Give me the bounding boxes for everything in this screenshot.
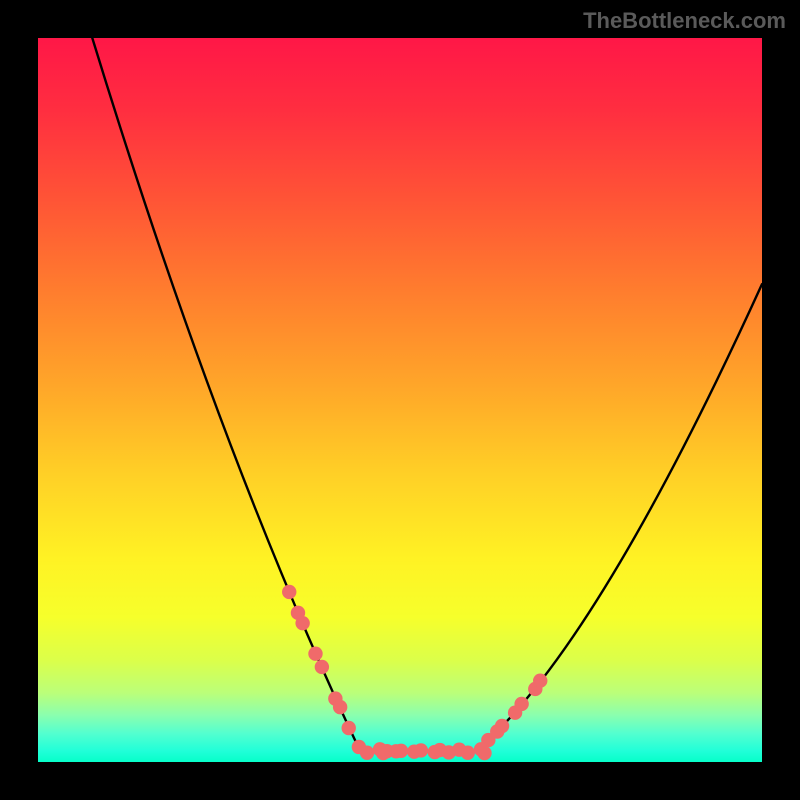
data-dot xyxy=(514,697,528,711)
data-dot xyxy=(282,585,296,599)
data-dot xyxy=(495,719,509,733)
gradient-background xyxy=(38,38,762,762)
watermark-text: TheBottleneck.com xyxy=(583,8,786,34)
data-dot xyxy=(461,746,475,760)
data-dot xyxy=(533,673,547,687)
data-dot xyxy=(295,616,309,630)
plot-area xyxy=(38,38,762,762)
data-dot xyxy=(342,721,356,735)
data-dot xyxy=(333,700,347,714)
data-dot xyxy=(315,660,329,674)
data-dot xyxy=(477,746,491,760)
data-dot xyxy=(414,743,428,757)
chart-svg xyxy=(38,38,762,762)
chart-canvas: TheBottleneck.com xyxy=(0,0,800,800)
data-dot xyxy=(394,744,408,758)
data-dot xyxy=(308,647,322,661)
data-dot xyxy=(360,746,374,760)
